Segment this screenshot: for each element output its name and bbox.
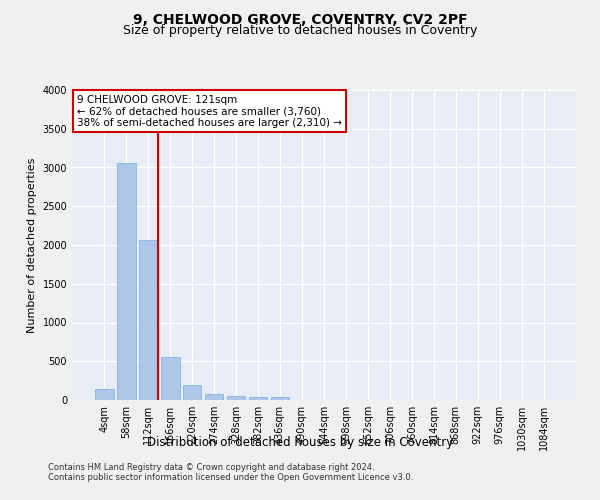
Text: Contains HM Land Registry data © Crown copyright and database right 2024.: Contains HM Land Registry data © Crown c… xyxy=(48,464,374,472)
Bar xyxy=(249,397,268,400)
Text: Size of property relative to detached houses in Coventry: Size of property relative to detached ho… xyxy=(123,24,477,37)
Bar xyxy=(183,384,202,400)
Bar xyxy=(271,397,289,400)
Bar xyxy=(95,389,113,400)
Text: 9 CHELWOOD GROVE: 121sqm
← 62% of detached houses are smaller (3,760)
38% of sem: 9 CHELWOOD GROVE: 121sqm ← 62% of detach… xyxy=(77,94,342,128)
Y-axis label: Number of detached properties: Number of detached properties xyxy=(27,158,37,332)
Text: Distribution of detached houses by size in Coventry: Distribution of detached houses by size … xyxy=(147,436,453,449)
Text: Contains public sector information licensed under the Open Government Licence v3: Contains public sector information licen… xyxy=(48,474,413,482)
Bar xyxy=(139,240,158,400)
Bar xyxy=(205,394,223,400)
Bar xyxy=(161,356,179,400)
Bar xyxy=(117,163,136,400)
Text: 9, CHELWOOD GROVE, COVENTRY, CV2 2PF: 9, CHELWOOD GROVE, COVENTRY, CV2 2PF xyxy=(133,12,467,26)
Bar xyxy=(227,396,245,400)
